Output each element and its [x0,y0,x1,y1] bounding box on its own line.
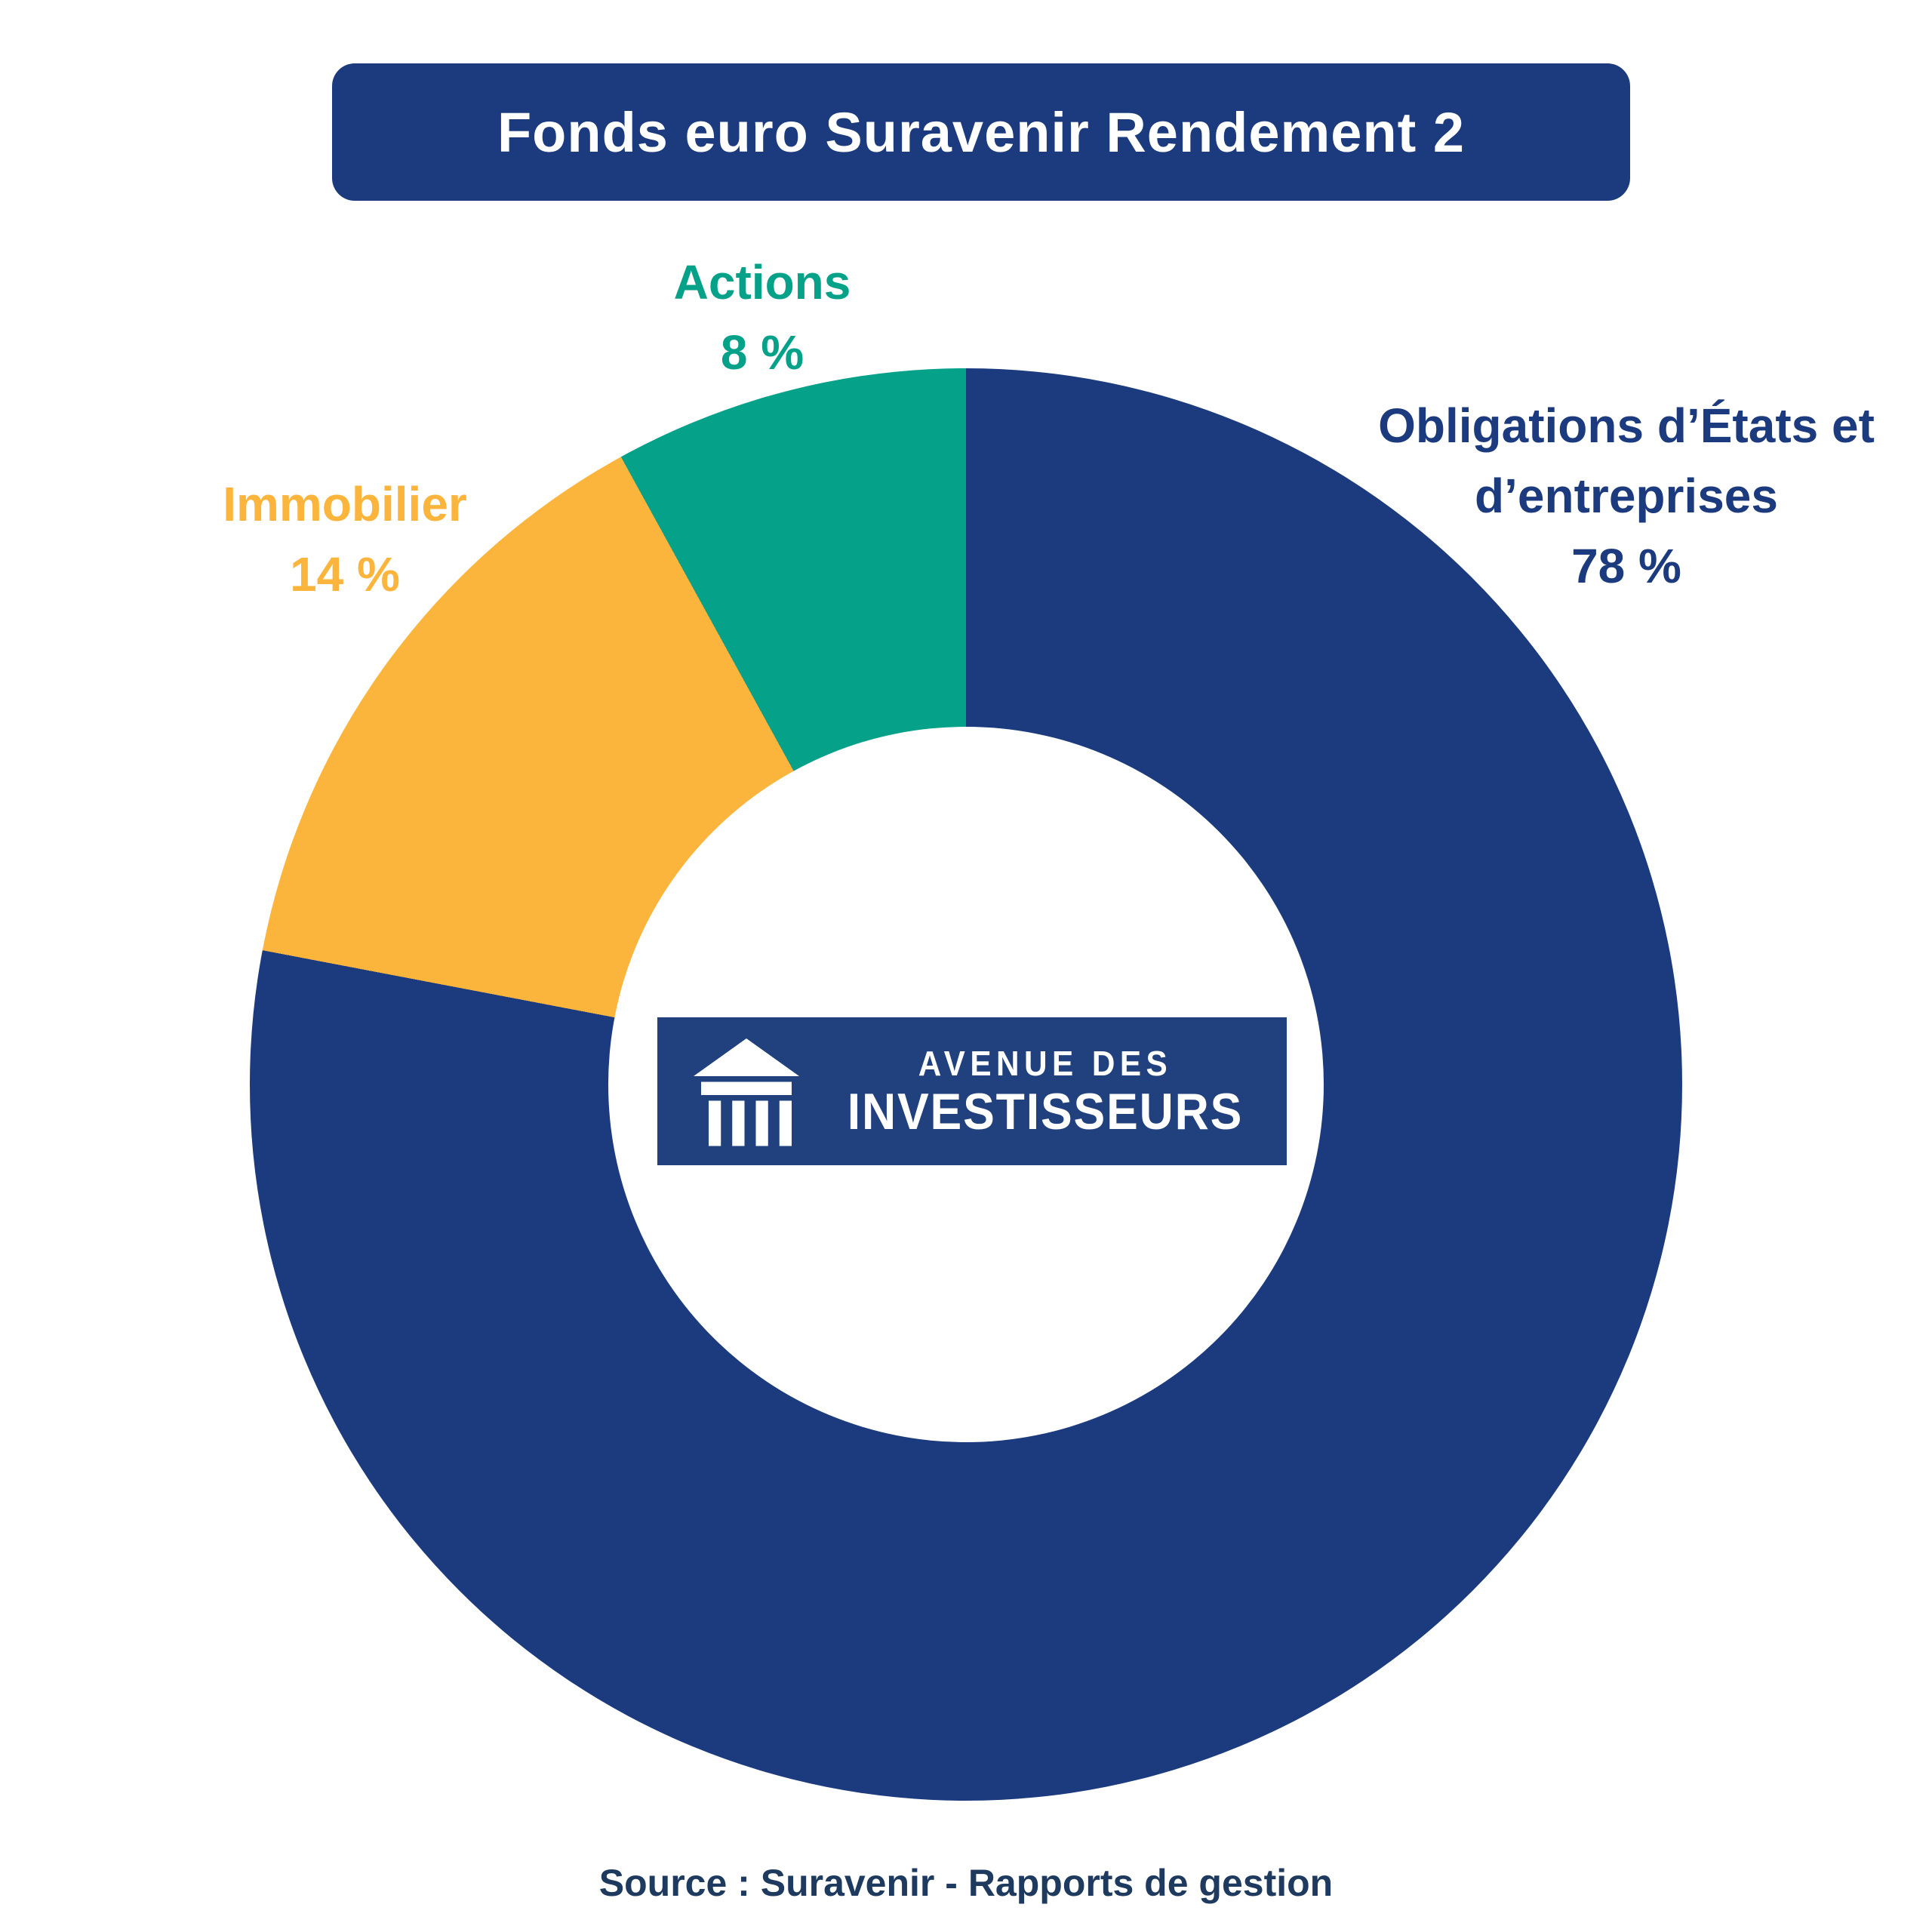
slice-label-immobilier-name: Immobilier [223,477,467,531]
logo-line2: INVESTISSEURS [847,1083,1244,1140]
slice-label-immobilier-value: 14 % [290,547,400,601]
logo-line1: AVENUE DES [918,1044,1173,1083]
slice-label-actions-name: Actions [673,255,851,309]
chart-title: Fonds euro Suravenir Rendement 2 [497,100,1466,164]
slice-label-obligations-line2: d’entreprises [1475,469,1778,523]
slice-label-actions-value: 8 % [720,325,804,380]
slice-label-obligations: Obligations d’États et d’entreprises 78 … [1306,391,1932,601]
slice-label-obligations-value: 78 % [1571,539,1681,593]
title-banner: Fonds euro Suravenir Rendement 2 [332,63,1630,201]
source-caption: Source : Suravenir - Rapports de gestion [598,1862,1334,1904]
slice-label-immobilier: Immobilier 14 % [156,469,534,610]
logo-text: AVENUE DES INVESTISSEURS [823,1043,1268,1140]
temple-icon [694,1038,799,1146]
slice-label-obligations-line1: Obligations d’États et [1378,398,1875,453]
slice-label-actions: Actions 8 % [574,248,951,388]
avenue-des-investisseurs-logo: AVENUE DES INVESTISSEURS [657,1017,1287,1165]
